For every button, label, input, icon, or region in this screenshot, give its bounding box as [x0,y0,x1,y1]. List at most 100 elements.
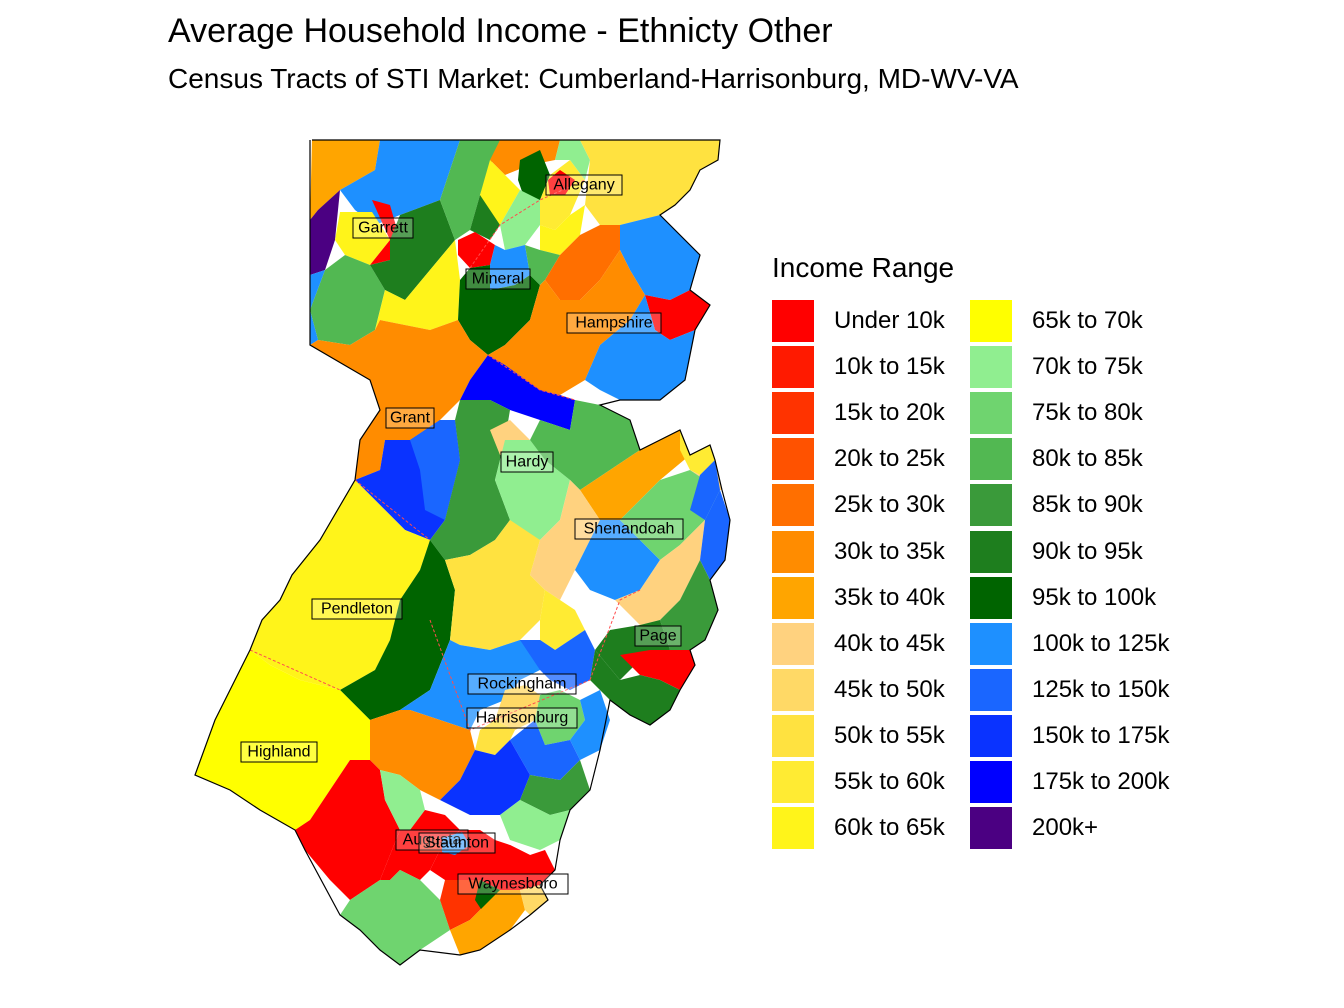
county-label-staunton: Staunton [418,832,496,854]
tract [580,430,690,520]
legend-label: 175k to 200k [1032,767,1170,795]
legend-swatch [772,622,814,665]
county-label-garrett: Garrett [352,217,414,239]
tract [410,420,460,520]
legend-label: 200k+ [1032,814,1099,842]
county-label-augusta: Augusta [395,829,469,851]
tract [530,400,640,490]
legend-column-1: Under 10k 10k to 15k 15k to 20k 20k to 25k 2… [772,298,970,851]
legend-item: 60k to 65k [772,805,970,851]
legend-item: 200k+ [970,805,1168,851]
tract [340,870,450,965]
tract [525,245,560,285]
county-label-harrisonburg: Harrisonburg [466,707,578,729]
legend-swatch [970,392,1012,435]
legend-swatch [970,576,1012,619]
tract [545,225,620,300]
legend-swatch [772,346,814,389]
legend-swatch [970,346,1012,389]
legend-label: 55k to 60k [834,767,945,795]
legend-item: 75k to 80k [970,390,1168,436]
tract [295,760,400,900]
county-label-hardy: Hardy [500,451,554,473]
tract [555,140,590,180]
tract [500,190,540,250]
tract [400,640,555,730]
svg-text:Allegany: Allegany [553,177,614,194]
legend-item: 20k to 25k [772,436,970,482]
tract [418,838,442,852]
legend-item: 80k to 85k [970,436,1168,482]
legend-label: 150k to 175k [1032,721,1170,749]
tract [380,770,425,830]
tract [440,140,500,240]
svg-text:Grant: Grant [390,410,431,427]
legend-item: 45k to 50k [772,667,970,713]
legend-label: 95k to 100k [1032,583,1157,611]
legend-swatch [970,714,1012,757]
tract [575,520,660,600]
legend-item: 15k to 20k [772,390,970,436]
legend-label: 90k to 95k [1032,537,1143,565]
legend-swatch [772,714,814,757]
legend-item: 50k to 55k [772,713,970,759]
svg-text:Staunton: Staunton [425,835,489,852]
tract [585,295,695,400]
tract [458,265,540,355]
legend-swatch [970,484,1012,527]
legend-item: 70k to 75k [970,344,1168,390]
tract [580,140,720,225]
legend-item: 100k to 125k [970,621,1169,667]
tract [520,885,548,915]
legend-title: Income Range [772,252,955,283]
svg-text:Mineral: Mineral [472,271,524,288]
legend-item: 90k to 95k [970,528,1168,574]
legend-label: 75k to 80k [1032,399,1143,427]
tract [480,160,520,225]
tract [440,740,530,815]
legend-label: 10k to 15k [834,353,945,381]
legend-swatch [772,392,814,435]
map-subtitle: Census Tracts of STI Market: Cumberland-… [168,63,1019,94]
map-title: Average Household Income - Ethnicty Othe… [168,12,833,50]
legend-swatch [772,760,814,803]
legend-label: 50k to 55k [834,721,945,749]
tract [595,620,670,680]
svg-text:Augusta: Augusta [403,832,462,849]
tract [370,200,455,300]
svg-text:Rockingham: Rockingham [478,676,567,693]
legend-swatch [970,760,1012,803]
legend-label: 80k to 85k [1032,445,1143,473]
tract [680,430,715,475]
tract [518,150,550,200]
tract [660,560,718,650]
legend-swatch [772,300,814,343]
legend-column-2: 65k to 70k 70k to 75k 75k to 80k 80k to 85k… [970,298,1170,851]
legend-item: 95k to 100k [970,575,1168,621]
tract [500,800,570,850]
legend-item: 175k to 200k [970,759,1170,805]
svg-text:Page: Page [639,628,676,645]
legend-label: 45k to 50k [834,675,945,703]
tract [620,215,700,300]
county-labels: Allegany Garrett Mineral Hampshire Grant… [240,174,684,895]
legend-label: 25k to 30k [834,491,945,519]
legend-swatch [772,438,814,481]
tract [540,205,585,255]
county-label-highland: Highland [240,741,318,763]
tract [340,540,455,720]
legend-item: 125k to 150k [970,667,1169,713]
tract [490,245,530,290]
tract [510,720,580,780]
legend-swatch [970,622,1012,665]
legend-item: 55k to 60k [772,759,970,805]
legend-swatch [970,438,1012,481]
legend-swatch [970,530,1012,573]
legend-item: 85k to 90k [970,482,1168,528]
legend-label: 65k to 70k [1032,307,1143,335]
tract [520,760,590,815]
svg-text:Hampshire: Hampshire [575,315,652,332]
county-label-page: Page [634,625,682,647]
legend-label: 35k to 40k [834,583,945,611]
legend-swatch [970,807,1012,850]
